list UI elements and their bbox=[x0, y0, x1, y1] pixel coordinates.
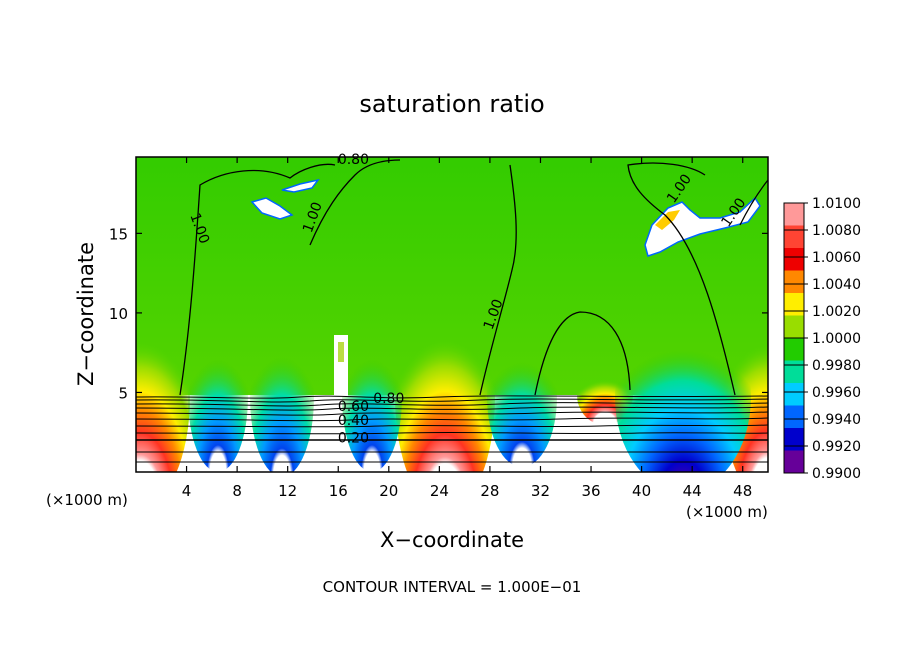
contour-line-a bbox=[179, 163, 336, 396]
colorbar-swatch-9 bbox=[784, 405, 804, 429]
contour-label-text-0: 0.80 bbox=[338, 152, 369, 168]
x-unit-left: (×1000 m) bbox=[46, 491, 128, 509]
y-axis-label: Z−coordinate bbox=[74, 242, 98, 386]
contour-label-text-6: 0.80 bbox=[373, 391, 404, 407]
x-tick-label-4: 20 bbox=[379, 482, 398, 500]
x-tick-label-0: 4 bbox=[182, 482, 192, 500]
colorbar-swatch-8 bbox=[784, 383, 804, 406]
colorbar-label-8: 0.9940 bbox=[812, 412, 861, 428]
x-tick-label-11: 48 bbox=[733, 482, 752, 500]
colorbar-label-10: 0.9900 bbox=[812, 466, 861, 482]
contour-interval-note: CONTOUR INTERVAL = 1.000E−01 bbox=[323, 578, 582, 596]
colorbar-swatch-3 bbox=[784, 270, 804, 294]
colorbar: 1.0100 1.0080 1.0060 1.0040 1.0020 1.0000 0.99… bbox=[783, 196, 861, 482]
colorbar-label-5: 1.0000 bbox=[812, 331, 861, 347]
cloud-patch-2 bbox=[250, 197, 294, 220]
colorbar-swatch-1 bbox=[784, 225, 804, 249]
chart-title: saturation ratio bbox=[359, 90, 544, 118]
cool-plume-4 bbox=[487, 327, 557, 467]
heatmap-field bbox=[136, 157, 768, 472]
contour-line-e bbox=[627, 162, 736, 396]
y-tick-label-0: 5 bbox=[118, 384, 128, 402]
cloud-patch-1 bbox=[281, 178, 320, 193]
cool-plume-1 bbox=[188, 322, 248, 472]
x-tick-label-9: 40 bbox=[632, 482, 651, 500]
contour-label-text-7: 0.60 bbox=[338, 399, 369, 415]
contour-label-text-8: 0.40 bbox=[338, 413, 369, 429]
colorbar-label-3: 1.0040 bbox=[812, 277, 861, 293]
colorbar-swatch-4 bbox=[784, 293, 804, 316]
colorbar-label-1: 1.0080 bbox=[812, 223, 861, 239]
colorbar-label-9: 0.9920 bbox=[812, 439, 861, 455]
x-tick-label-8: 36 bbox=[581, 482, 600, 500]
x-tick-label-6: 28 bbox=[480, 482, 499, 500]
lower-contours bbox=[136, 395, 768, 463]
colorbar-label-2: 1.0060 bbox=[812, 250, 861, 266]
x-unit-right: (×1000 m) bbox=[686, 503, 768, 521]
x-tick-label-7: 32 bbox=[531, 482, 550, 500]
colorbar-swatch-6 bbox=[784, 338, 804, 361]
colorbar-swatch-2 bbox=[784, 248, 804, 271]
contour-line-b bbox=[309, 159, 401, 246]
x-tick-label-5: 24 bbox=[430, 482, 449, 500]
colorbar-label-7: 0.9960 bbox=[812, 385, 861, 401]
x-axis-label: X−coordinate bbox=[380, 528, 524, 552]
plot-frame bbox=[135, 156, 769, 473]
cool-plume-main bbox=[615, 302, 751, 472]
colorbar-swatch-0 bbox=[784, 203, 804, 226]
colorbar-swatch-5 bbox=[784, 315, 804, 339]
colorbar-label-0: 1.0100 bbox=[812, 196, 861, 212]
x-axis: 4 8 12 16 20 24 28 32 36 40 44 48 bbox=[182, 157, 752, 500]
colorbar-swatch-10 bbox=[784, 428, 804, 451]
contour-line-f bbox=[739, 179, 768, 226]
colorbar-label-6: 0.9980 bbox=[812, 358, 861, 374]
y-tick-label-2: 15 bbox=[109, 225, 128, 243]
x-tick-label-3: 16 bbox=[329, 482, 348, 500]
colorbar-swatch-11 bbox=[784, 450, 804, 474]
warm-plume-center bbox=[395, 282, 495, 472]
contour-line-c bbox=[479, 164, 517, 396]
contour-label-text-9: 0.20 bbox=[338, 431, 369, 447]
x-tick-label-2: 12 bbox=[278, 482, 297, 500]
cloud-core-3 bbox=[655, 210, 680, 230]
colorbar-swatch-7 bbox=[784, 360, 804, 384]
x-tick-label-10: 44 bbox=[683, 482, 702, 500]
y-axis: 5 10 15 bbox=[109, 225, 768, 402]
colorbar-label-4: 1.0020 bbox=[812, 304, 861, 320]
x-tick-label-1: 8 bbox=[232, 482, 242, 500]
y-tick-label-1: 10 bbox=[109, 305, 128, 323]
contour-line-d bbox=[534, 311, 631, 396]
narrow-column-core bbox=[338, 342, 344, 362]
narrow-column bbox=[334, 335, 348, 397]
